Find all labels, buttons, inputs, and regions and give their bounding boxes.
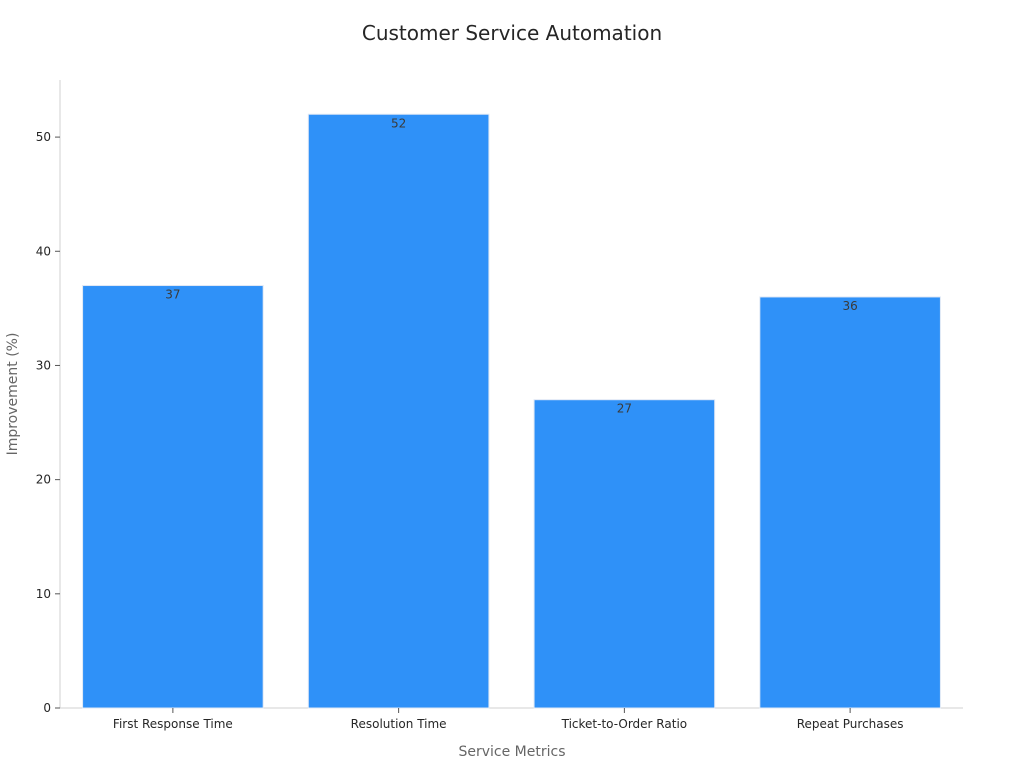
y-axis-label: Improvement (%) xyxy=(5,333,21,456)
x-tick-label-3: Ticket-to-Order Ratio xyxy=(561,717,688,731)
y-tick-label-20: 20 xyxy=(36,473,51,487)
bars-group xyxy=(82,113,941,709)
bar-2 xyxy=(307,113,490,709)
y-tick-label-50: 50 xyxy=(36,130,51,144)
y-tick-label-0: 0 xyxy=(43,701,51,715)
x-tick-label-2: Resolution Time xyxy=(351,717,447,731)
x-axis-label: Service Metrics xyxy=(458,744,565,760)
x-tick-label-4: Repeat Purchases xyxy=(797,717,904,731)
y-ticks-group: 0 10 20 30 40 50 xyxy=(36,130,60,715)
data-label-3: 27 xyxy=(617,402,632,416)
chart-title: Customer Service Automation xyxy=(362,21,662,45)
data-label-2: 52 xyxy=(391,116,406,130)
x-ticks-group: First Response Time Resolution Time Ticket… xyxy=(113,708,904,731)
bar-3 xyxy=(533,399,716,709)
data-label-4: 36 xyxy=(842,299,857,313)
y-tick-label-10: 10 xyxy=(36,587,51,601)
y-tick-label-30: 30 xyxy=(36,358,51,372)
bar-4 xyxy=(759,296,941,709)
x-tick-label-1: First Response Time xyxy=(113,717,233,731)
bar-1 xyxy=(82,285,264,709)
data-label-1: 37 xyxy=(165,288,180,302)
y-tick-label-40: 40 xyxy=(36,244,51,258)
data-labels-group: 37 52 27 36 xyxy=(165,116,858,415)
